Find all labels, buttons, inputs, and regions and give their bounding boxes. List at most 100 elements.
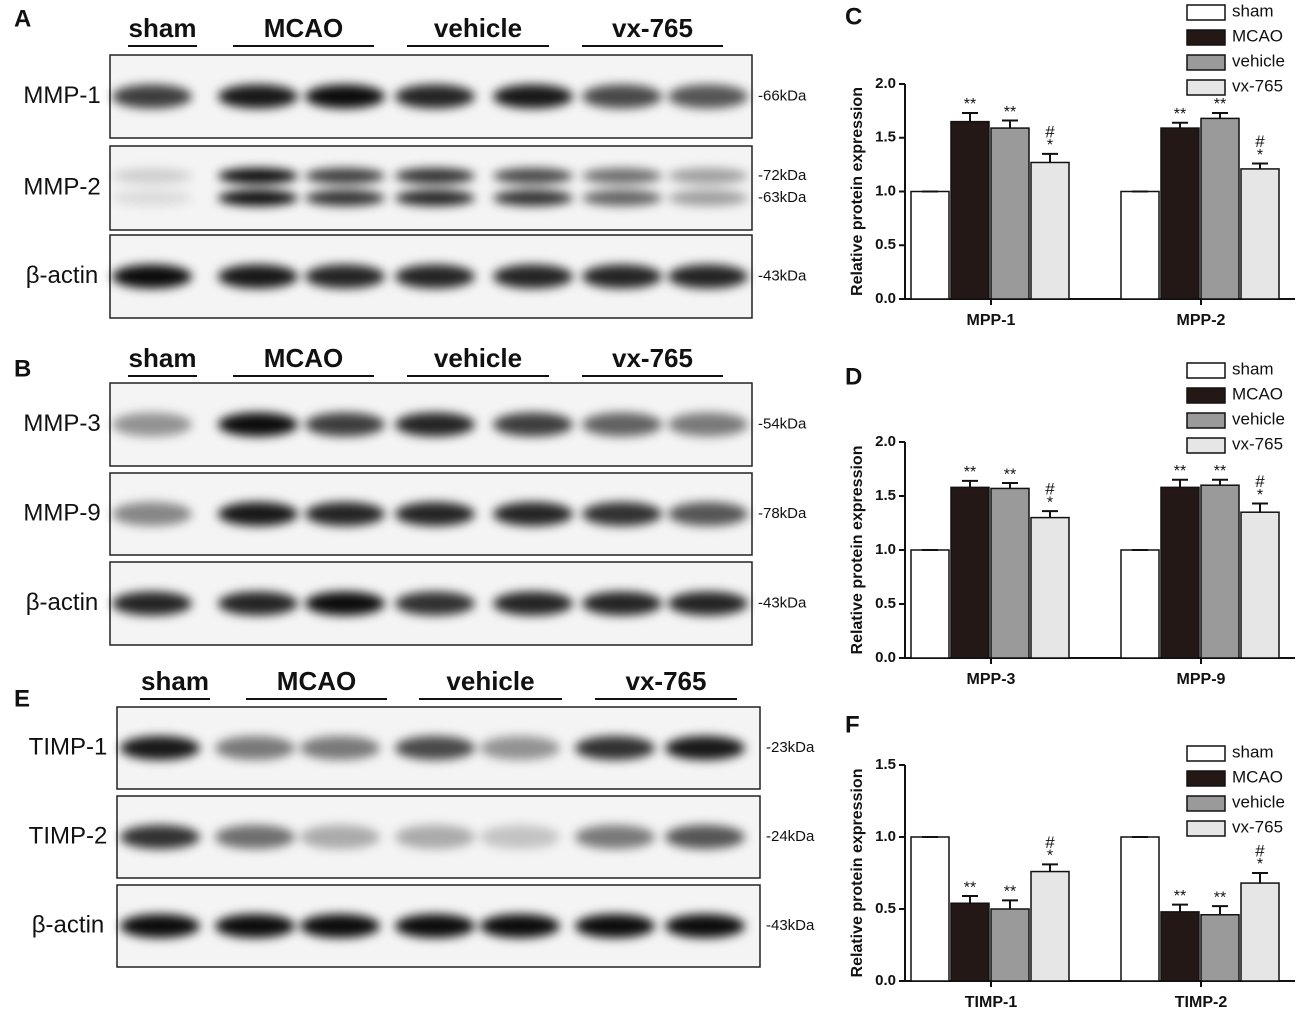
legend-label: sham — [1232, 1, 1274, 20]
x-tick-label: MPP-3 — [967, 671, 1016, 688]
row-label: TIMP-1 — [29, 733, 108, 760]
blot-band — [300, 736, 380, 760]
x-tick-label: MPP-9 — [1177, 671, 1226, 688]
y-tick-label: 2.0 — [875, 75, 896, 92]
error-bar — [1252, 872, 1268, 884]
significance-mark: ** — [964, 464, 976, 481]
legend-label: MCAO — [1232, 26, 1283, 45]
blot-band — [582, 412, 662, 437]
blot-membrane — [109, 145, 753, 231]
significance-mark: ** — [1004, 104, 1016, 121]
row-label: MMP-3 — [23, 410, 100, 437]
blot-band — [218, 190, 298, 206]
bar — [1200, 484, 1240, 659]
blot-band — [300, 914, 380, 938]
blot-band — [112, 591, 192, 616]
bar — [1200, 117, 1240, 300]
blot-band — [218, 84, 298, 109]
significance-mark: # — [1255, 841, 1265, 860]
blot-band — [218, 264, 298, 289]
significance-mark: # — [1045, 833, 1055, 852]
blot-band — [395, 190, 475, 206]
blot-band — [305, 412, 385, 437]
y-tick-label: 0.5 — [875, 595, 896, 612]
legend-swatch — [1186, 4, 1226, 21]
blot-band — [582, 168, 662, 184]
blot-bands — [112, 412, 748, 437]
significance-mark: ** — [1214, 96, 1226, 113]
panel-letter: C — [845, 3, 862, 30]
blot-band — [493, 190, 573, 206]
error-bar — [1042, 152, 1058, 163]
group-label: vehicle — [446, 666, 534, 696]
blot-bands — [120, 914, 745, 938]
row-label: MMP-1 — [23, 82, 100, 109]
bar — [950, 120, 990, 300]
row-label: TIMP-2 — [29, 822, 108, 849]
blot-band — [218, 168, 298, 184]
group-label: vx-765 — [612, 13, 693, 43]
blot-band — [305, 591, 385, 616]
y-tick-label: 1.0 — [875, 828, 896, 845]
group-label: sham — [141, 666, 209, 696]
blot-band — [395, 825, 475, 849]
blot-band — [480, 914, 560, 938]
bar — [1160, 127, 1200, 300]
significance-mark: * — [1047, 137, 1053, 154]
blot-band — [112, 412, 192, 437]
blot-band — [218, 502, 298, 526]
x-tick-label: TIMP-1 — [965, 994, 1018, 1011]
legend-swatch — [1186, 745, 1226, 762]
bar — [1120, 836, 1160, 982]
panel-letter: B — [14, 355, 31, 382]
x-tick-label: TIMP-2 — [1175, 994, 1228, 1011]
row-label: MMP-9 — [23, 499, 100, 526]
group-label: vehicle — [434, 13, 522, 43]
blot-band — [305, 84, 385, 109]
blot-bands — [112, 168, 748, 206]
blot-band — [582, 502, 662, 526]
blot-band — [668, 591, 748, 616]
x-tick-label: MPP-1 — [967, 312, 1016, 329]
legend-label: vehicle — [1232, 51, 1285, 70]
group-label: vehicle — [434, 343, 522, 373]
significance-mark: * — [1047, 848, 1053, 865]
legend-label: vx-765 — [1232, 76, 1283, 95]
y-tick-label: 2.0 — [875, 433, 896, 450]
blot-band — [305, 190, 385, 206]
y-tick-label: 1.5 — [875, 129, 896, 146]
error-bar — [962, 479, 978, 488]
blot-band — [112, 190, 192, 206]
kda-marker: -54kDa — [758, 415, 807, 432]
group-label: sham — [129, 343, 197, 373]
significance-mark: # — [1045, 480, 1055, 499]
blot-band — [575, 736, 655, 760]
blot-band — [395, 914, 475, 938]
blot-band — [493, 168, 573, 184]
blot-band — [215, 825, 295, 849]
legend-swatch — [1186, 795, 1226, 812]
bar — [990, 127, 1030, 300]
significance-mark: * — [1047, 494, 1053, 511]
bar — [1120, 190, 1160, 300]
bar — [910, 836, 950, 982]
blot-bands — [120, 736, 745, 760]
significance-mark: ** — [1214, 463, 1226, 480]
row-label: MMP-2 — [23, 173, 100, 200]
error-bar — [1212, 478, 1228, 486]
y-tick-label: 0.0 — [875, 972, 896, 989]
blot-band — [395, 168, 475, 184]
blot-band — [668, 190, 748, 206]
legend-label: vehicle — [1232, 409, 1285, 428]
blot-band — [480, 736, 560, 760]
kda-marker: -23kDa — [766, 739, 815, 756]
blot-band — [493, 84, 573, 109]
blot-band — [582, 264, 662, 289]
row-label: β-actin — [32, 911, 105, 938]
blot-band — [668, 168, 748, 184]
row-label: β-actin — [26, 262, 99, 289]
blot-band — [218, 412, 298, 437]
error-bar — [1042, 863, 1058, 872]
kda-marker: -63kDa — [758, 189, 807, 206]
error-bar — [1002, 482, 1018, 489]
